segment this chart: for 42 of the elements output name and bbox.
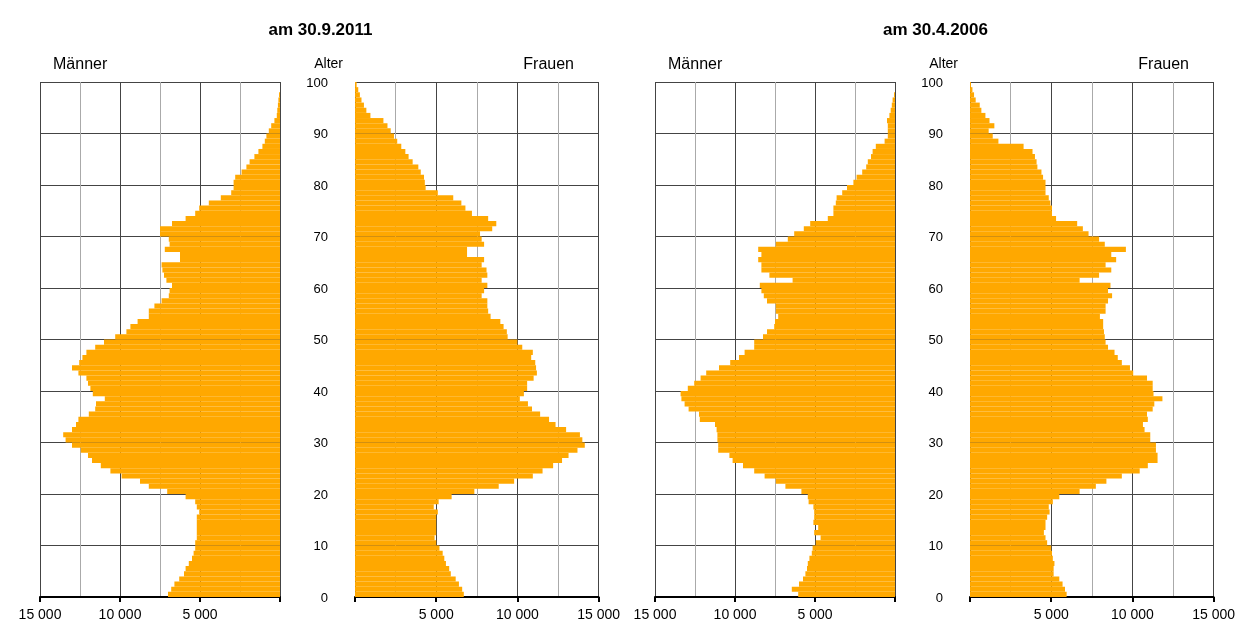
y-axis-title: Alter: [314, 55, 344, 71]
y-tick-label: 90: [928, 126, 943, 141]
y-tick-label: 0: [320, 589, 328, 605]
text: Männer: [53, 54, 108, 72]
y-tick-label: 90: [313, 126, 328, 141]
x-tick-label: 5 000: [418, 606, 454, 622]
y-axis-title: Alter: [929, 55, 959, 71]
x-tick-label: 10 000: [495, 606, 540, 622]
text: Frauen: [1138, 54, 1190, 72]
x-tick-label: 5 000: [182, 606, 218, 622]
y-tick-label: 80: [928, 177, 943, 193]
x-tick-label: 5 000: [797, 606, 833, 622]
y-tick-label: 0: [935, 589, 943, 605]
text: Frauen: [523, 54, 575, 72]
y-tick-label: 100: [306, 74, 328, 90]
y-tick-label: 70: [313, 229, 328, 244]
y-tick-label: 30: [313, 435, 328, 450]
text: am 30.9.2011: [268, 20, 373, 40]
x-tick-label: 15 000: [1192, 606, 1236, 622]
text: Männer: [668, 54, 723, 72]
x-tick-label: 10 000: [713, 606, 757, 622]
y-tick-label: 20: [313, 486, 328, 502]
y-tick-label: 10: [928, 538, 943, 553]
y-tick-label: 100: [921, 74, 943, 90]
text: am 30.4.2006: [883, 20, 988, 40]
y-tick-label: 50: [313, 332, 328, 347]
y-tick-label: 60: [313, 280, 328, 296]
y-tick-label: 80: [313, 177, 328, 193]
y-tick-label: 30: [928, 435, 943, 450]
x-tick-label: 10 000: [1110, 606, 1155, 622]
y-tick-label: 40: [928, 383, 943, 399]
x-tick-label: 10 000: [98, 606, 142, 622]
y-tick-label: 60: [928, 280, 943, 296]
x-tick-label: 5 000: [1033, 606, 1069, 622]
y-tick-label: 40: [313, 383, 328, 399]
x-tick-label: 15 000: [633, 606, 677, 622]
x-tick-label: 15 000: [577, 606, 621, 622]
x-tick-label: 15 000: [18, 606, 62, 622]
y-tick-label: 10: [313, 538, 328, 553]
y-tick-label: 20: [928, 486, 943, 502]
y-tick-label: 50: [928, 332, 943, 347]
y-tick-label: 70: [928, 229, 943, 244]
